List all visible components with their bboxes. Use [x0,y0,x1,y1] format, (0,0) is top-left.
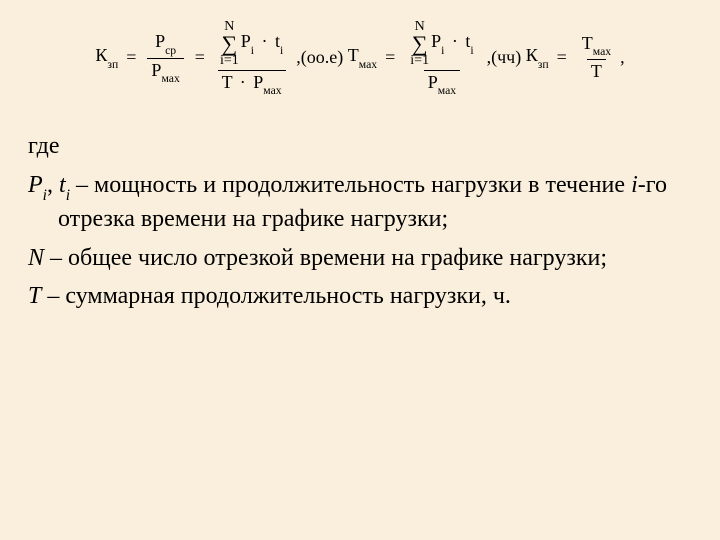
f1-frac1-den: Pмах [147,58,183,84]
formula-1: Кзп = Pср Pмах = N ∑ i=1 [95,20,343,96]
text: Т [348,45,359,65]
var-T: T [28,283,41,309]
text: T [222,72,233,92]
f3-frac: Тмах Т [578,34,615,82]
f1-frac1: Pср Pмах [147,32,183,84]
f2-frac: N ∑ i=1 Pi · ti Pмах [406,20,477,96]
text: i [470,44,473,57]
text: – общее число отрезкой времени на график… [44,245,607,271]
text: мах [161,72,179,85]
text: мах [359,58,377,71]
text: P [151,60,161,80]
text: P [241,31,251,51]
var-t: ti [59,172,70,198]
text: P [155,31,165,51]
def-3: T – суммарная продолжительность нагрузки… [28,280,692,312]
sum-icon: N ∑ i=1 [220,20,239,68]
text: i [66,187,70,204]
formula-block: Кзп = Pср Pмах = N ∑ i=1 [28,14,692,106]
text: i [251,44,254,57]
f2-unit: ,(чч) [487,48,522,68]
text: мах [593,45,611,58]
equals-icon: = [195,48,205,68]
dot-icon: · [240,72,246,92]
f1-unit: ,(оо.е) [296,48,343,68]
sum-lower: i=1 [410,54,429,68]
f2-num: N ∑ i=1 Pi · ti [406,20,477,70]
f2-lhs: Тмах [348,46,377,69]
sum-icon: N ∑ i=1 [410,20,429,68]
sigma-icon: ∑ [412,34,428,54]
text: мах [438,84,456,97]
text: К [526,45,538,65]
text: , [47,172,59,198]
text: зп [538,58,549,71]
text: P [253,72,263,92]
text: t [59,172,66,198]
text: i [280,44,283,57]
text: i [441,44,444,57]
f1-frac2: N ∑ i=1 Pi · ti T · Pмах [216,20,287,96]
f3-lhs: Кзп [526,46,549,69]
equals-icon: = [557,48,567,68]
f3-num: Тмах [578,34,615,59]
f3-den: Т [587,59,606,82]
formula-2: Тмах = N ∑ i=1 Pi · ti Pмах [348,20,521,96]
text: i [43,187,47,204]
def-1: Pi, ti – мощность и продолжительность на… [28,169,692,236]
f1-lhs: Кзп [95,46,118,69]
text: – суммарная продолжительность нагрузки, … [41,283,511,309]
f3-tail: , [620,48,625,68]
text: P [428,72,438,92]
def-2: N – общее число отрезкой времени на граф… [28,242,692,274]
var-P: Pi [28,172,47,198]
text: P [431,31,441,51]
sum-term: Pi · ti [241,32,284,55]
f1-lhs-sym: К [95,45,107,65]
slide-root: Кзп = Pср Pмах = N ∑ i=1 [0,0,720,540]
formula-3: Кзп = Тмах Т , [526,34,625,82]
equals-icon: = [385,48,395,68]
var-i: i [631,172,638,198]
definitions: где Pi, ti – мощность и продолжительност… [28,130,692,312]
equals-icon: = [126,48,136,68]
f1-frac1-num: Pср [151,32,180,57]
f1-frac2-num: N ∑ i=1 Pi · ti [216,20,287,70]
where-label: где [28,130,692,162]
f2-den: Pмах [424,70,460,96]
text: Т [582,33,593,53]
sigma-icon: ∑ [222,34,238,54]
f1-lhs-sub: зп [107,58,118,71]
text: – мощность и продолжительность нагрузки … [70,172,631,198]
f1-frac2-den: T · Pмах [218,70,286,96]
var-N: N [28,245,44,271]
text: ср [165,44,176,57]
sum-lower: i=1 [220,54,239,68]
text: мах [263,84,281,97]
sum-term: Pi · ti [431,32,474,55]
dot-icon: · [262,31,268,51]
text: P [28,172,43,198]
dot-icon: · [452,31,458,51]
